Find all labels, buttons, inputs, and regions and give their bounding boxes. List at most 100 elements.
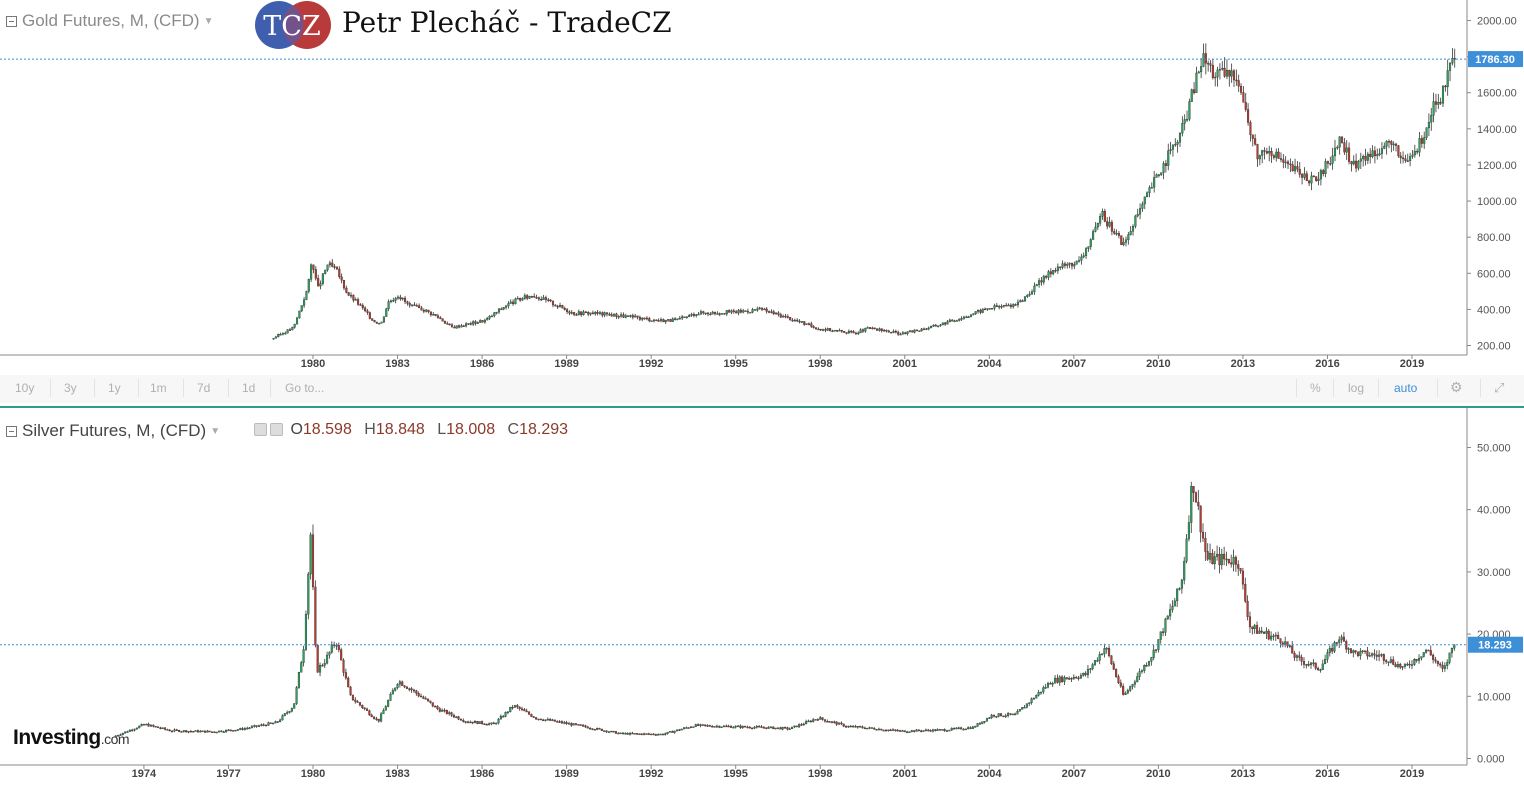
gold-pane-title[interactable]: Gold Futures, M, (CFD) ▼ — [6, 11, 214, 31]
silver-candle-body — [1267, 630, 1270, 640]
gold-candle-body — [622, 314, 625, 318]
silver-candle-body — [955, 727, 958, 730]
range-1d-button[interactable]: 1d — [242, 381, 256, 395]
range-1m-button[interactable]: 1m — [150, 381, 167, 395]
silver-candle-body — [722, 725, 725, 728]
silver-candle-body — [1063, 677, 1066, 682]
gold-candle-body — [772, 311, 775, 315]
gold-candle-body — [1416, 150, 1419, 153]
silver-candle-body — [1119, 682, 1122, 687]
gold-candle-body — [1002, 304, 1005, 307]
silver-candle-body — [302, 649, 305, 663]
silver-candle-body — [290, 708, 293, 712]
settings-icon[interactable] — [270, 423, 283, 436]
silver-candle-body — [218, 730, 221, 733]
eye-icon[interactable] — [254, 423, 267, 436]
goto-button[interactable]: Go to... — [285, 381, 325, 395]
collapse-icon[interactable] — [6, 16, 17, 27]
gold-candle-body — [1103, 210, 1106, 222]
silver-candle-body — [859, 726, 862, 728]
silver-candle-body — [161, 727, 164, 730]
gold-candle-body — [770, 311, 773, 313]
silver-candle-body — [603, 730, 606, 732]
silver-x-tick-label: 1980 — [301, 768, 325, 780]
gold-candle-body — [739, 309, 742, 313]
range-1y-button[interactable]: 1y — [108, 381, 121, 395]
silver-candle-body — [671, 731, 674, 733]
silver-candle-body — [210, 731, 214, 733]
silver-candle-body — [283, 713, 286, 716]
auto-toggle[interactable]: auto — [1394, 381, 1418, 395]
silver-candle-body — [323, 662, 326, 666]
range-7d-button[interactable]: 7d — [197, 381, 211, 395]
percent-toggle[interactable]: % — [1310, 381, 1321, 395]
silver-candle-body — [1427, 649, 1430, 652]
silver-last-price-label: 18.293 — [1478, 640, 1512, 652]
silver-candle-body — [1108, 647, 1111, 656]
gold-candle-body — [1176, 141, 1179, 145]
gold-candle-body — [798, 320, 801, 323]
gold-candle-body — [1207, 62, 1210, 65]
gold-candle-body — [951, 319, 954, 322]
silver-candle-body — [1077, 677, 1080, 680]
silver-candle-body — [1260, 630, 1263, 633]
gold-candle-body — [605, 312, 609, 315]
silver-candle-body — [347, 677, 350, 688]
gold-candle-body — [427, 309, 430, 312]
silver-candle-body — [990, 714, 993, 718]
gold-candle-body — [1294, 166, 1297, 172]
caret-down-icon[interactable]: ▼ — [203, 16, 214, 27]
gold-candle-body — [293, 323, 296, 328]
gold-candle-body — [1423, 137, 1426, 144]
gold-candle-body — [864, 327, 867, 332]
gold-candle-body — [913, 329, 916, 333]
gold-candle-body — [1141, 203, 1144, 209]
gold-candle-body — [1115, 232, 1118, 235]
gold-candle-body — [812, 326, 815, 328]
silver-candle-body — [1446, 662, 1449, 666]
gold-candle-body — [1265, 151, 1268, 154]
silver-candle-body — [1039, 691, 1043, 694]
gold-candle-body — [439, 317, 442, 319]
gear-icon[interactable]: ⚙ — [1450, 379, 1463, 395]
silver-candle-body — [1065, 677, 1068, 680]
silver-candle-body — [664, 733, 667, 736]
range-10y-button[interactable]: 10y — [15, 381, 35, 395]
gold-candle-body — [873, 327, 876, 330]
silver-candle-body — [636, 733, 639, 735]
silver-candle-body — [344, 672, 347, 679]
silver-candle-body — [1387, 661, 1390, 663]
gold-candle-body — [537, 297, 540, 300]
silver-candle-body — [154, 726, 157, 728]
silver-candle-body — [229, 729, 232, 732]
collapse-icon[interactable] — [6, 426, 17, 437]
silver-y-tick-label: 0.000 — [1477, 754, 1505, 766]
gold-candle-body — [899, 333, 902, 336]
gold-candle-body — [735, 311, 738, 314]
gold-candle-body — [422, 310, 425, 312]
silver-pane-title[interactable]: Silver Futures, M, (CFD) ▼ — [6, 421, 220, 441]
silver-candle-body — [192, 731, 195, 733]
pane-separator[interactable] — [0, 406, 1524, 408]
silver-candle-body — [1187, 522, 1190, 540]
gold-candle-body — [1099, 216, 1102, 224]
fullscreen-icon[interactable]: ⤢ — [1494, 380, 1505, 395]
silver-candle-body — [798, 724, 801, 728]
log-toggle[interactable]: log — [1348, 381, 1365, 395]
gold-candle-body — [1437, 101, 1440, 105]
silver-candle-body — [793, 725, 796, 728]
gold-candle-body — [657, 320, 660, 322]
silver-candle-body — [1091, 664, 1094, 669]
silver-candle-body — [1126, 690, 1129, 694]
silver-candle-body — [1258, 630, 1261, 634]
gold-candle-body — [883, 329, 886, 332]
caret-down-icon[interactable]: ▼ — [210, 426, 221, 437]
silver-candle-body — [203, 730, 207, 733]
range-3y-button[interactable]: 3y — [64, 381, 77, 395]
silver-x-tick-label: 1998 — [808, 768, 832, 780]
silver-candle-body — [370, 714, 373, 718]
gold-candle-body — [1026, 294, 1029, 297]
silver-candle-body — [765, 727, 768, 729]
silver-candle-body — [718, 725, 721, 728]
